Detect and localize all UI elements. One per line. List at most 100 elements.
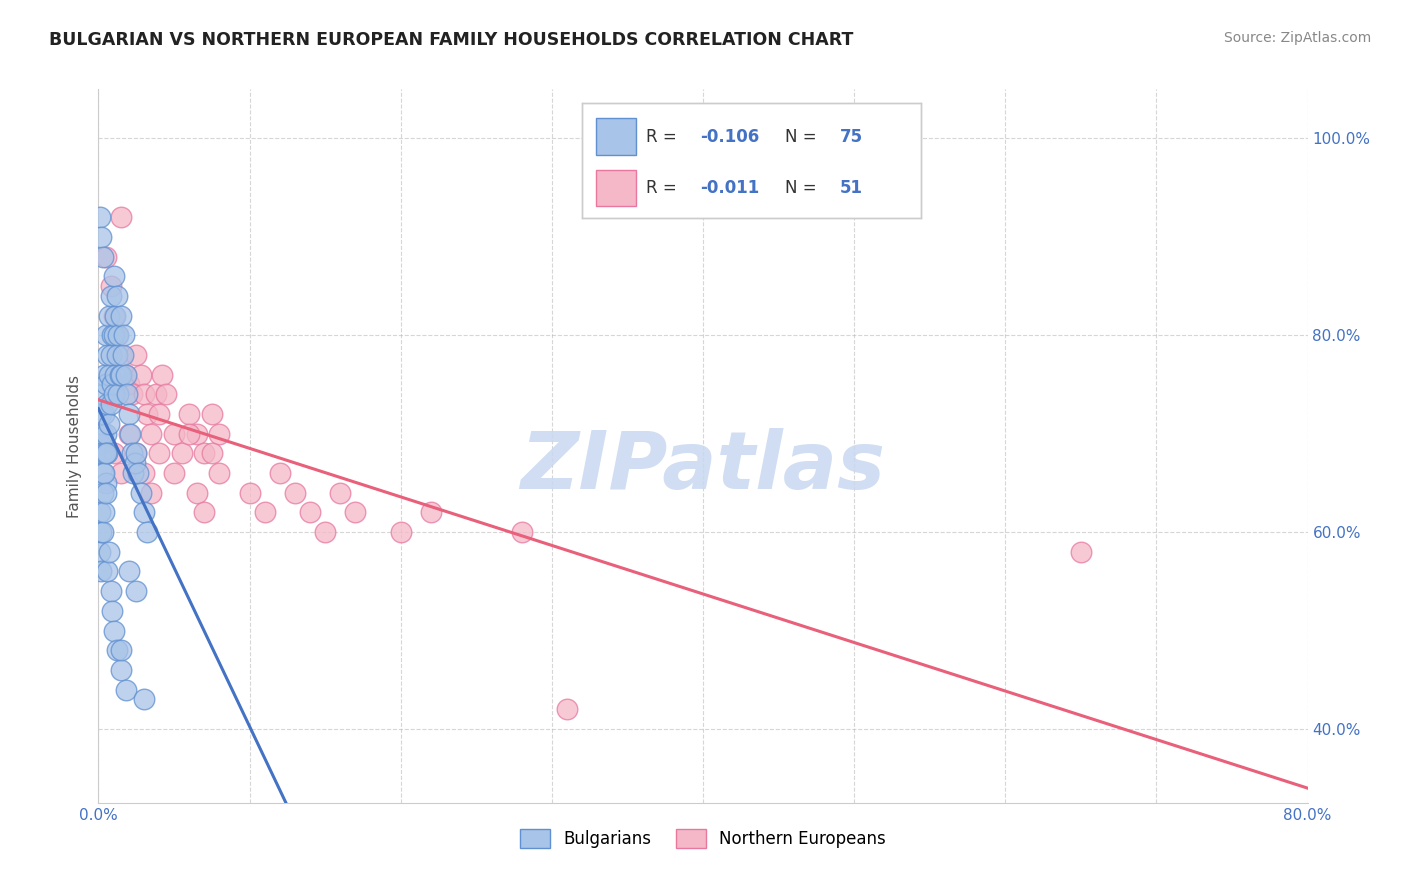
Point: [120, 426, 142, 441]
Point: [193, 505, 215, 519]
Point: [112, 328, 135, 343]
Point: [186, 426, 208, 441]
Point: [90, 407, 112, 421]
Point: [132, 692, 155, 706]
Point: [90, 446, 112, 460]
Point: [114, 682, 136, 697]
Point: [96, 348, 118, 362]
Point: [105, 328, 128, 343]
Point: [94, 426, 117, 441]
Point: [94, 485, 117, 500]
Point: [94, 250, 117, 264]
Point: [179, 426, 201, 441]
Point: [148, 446, 170, 460]
Point: [121, 387, 143, 401]
Point: [104, 368, 127, 382]
Point: [155, 387, 177, 401]
Point: [100, 348, 122, 362]
Point: [420, 505, 443, 519]
Point: [98, 417, 121, 431]
Text: Source: ZipAtlas.com: Source: ZipAtlas.com: [1223, 31, 1371, 45]
Point: [108, 368, 131, 382]
Point: [344, 505, 367, 519]
Point: [89, 436, 111, 450]
Point: [329, 485, 352, 500]
Point: [141, 485, 163, 500]
Point: [91, 387, 114, 401]
Point: [110, 643, 132, 657]
Point: [555, 702, 578, 716]
Point: [110, 210, 132, 224]
Point: [96, 565, 118, 579]
Point: [101, 328, 124, 343]
Point: [100, 279, 122, 293]
Point: [135, 525, 157, 540]
Point: [124, 456, 146, 470]
Point: [101, 377, 124, 392]
Point: [104, 309, 127, 323]
Point: [100, 584, 122, 599]
Point: [208, 426, 231, 441]
Point: [150, 368, 173, 382]
Point: [118, 565, 141, 579]
Point: [115, 387, 138, 401]
Point: [94, 328, 117, 343]
Point: [129, 368, 152, 382]
Point: [91, 485, 114, 500]
Point: [114, 368, 136, 382]
Point: [98, 545, 121, 559]
Point: [105, 289, 128, 303]
Point: [132, 466, 155, 480]
Point: [110, 348, 132, 362]
Point: [125, 584, 148, 599]
Point: [121, 446, 143, 460]
Point: [127, 466, 149, 480]
Point: [103, 269, 125, 284]
Point: [118, 426, 141, 441]
Point: [110, 368, 132, 382]
Point: [91, 250, 114, 264]
Point: [96, 446, 118, 460]
Point: [269, 466, 291, 480]
Point: [98, 368, 121, 382]
Y-axis label: Family Households: Family Households: [67, 375, 83, 517]
Point: [118, 407, 141, 421]
Point: [93, 505, 115, 519]
Point: [114, 368, 136, 382]
Point: [90, 230, 112, 244]
Point: [163, 426, 186, 441]
Text: BULGARIAN VS NORTHERN EUROPEAN FAMILY HOUSEHOLDS CORRELATION CHART: BULGARIAN VS NORTHERN EUROPEAN FAMILY HO…: [49, 31, 853, 49]
Point: [100, 289, 122, 303]
Point: [299, 505, 322, 519]
Point: [129, 485, 152, 500]
Point: [111, 348, 134, 362]
Point: [107, 387, 129, 401]
Point: [193, 446, 215, 460]
Point: [125, 446, 148, 460]
Point: [122, 466, 145, 480]
Point: [389, 525, 412, 540]
Legend: Bulgarians, Northern Europeans: Bulgarians, Northern Europeans: [513, 822, 893, 855]
Point: [135, 407, 157, 421]
Point: [103, 387, 125, 401]
Point: [93, 446, 115, 460]
Point: [314, 525, 336, 540]
Point: [145, 387, 167, 401]
Point: [89, 505, 111, 519]
Point: [170, 446, 193, 460]
Point: [105, 348, 128, 362]
Point: [93, 407, 115, 421]
Point: [239, 485, 262, 500]
Point: [93, 466, 115, 480]
Point: [201, 446, 224, 460]
Point: [107, 328, 129, 343]
Point: [90, 565, 112, 579]
Point: [103, 624, 125, 638]
Point: [93, 368, 115, 382]
Point: [118, 377, 141, 392]
Point: [89, 210, 111, 224]
Point: [1070, 545, 1092, 559]
Point: [186, 485, 208, 500]
Point: [208, 466, 231, 480]
Point: [91, 466, 114, 480]
